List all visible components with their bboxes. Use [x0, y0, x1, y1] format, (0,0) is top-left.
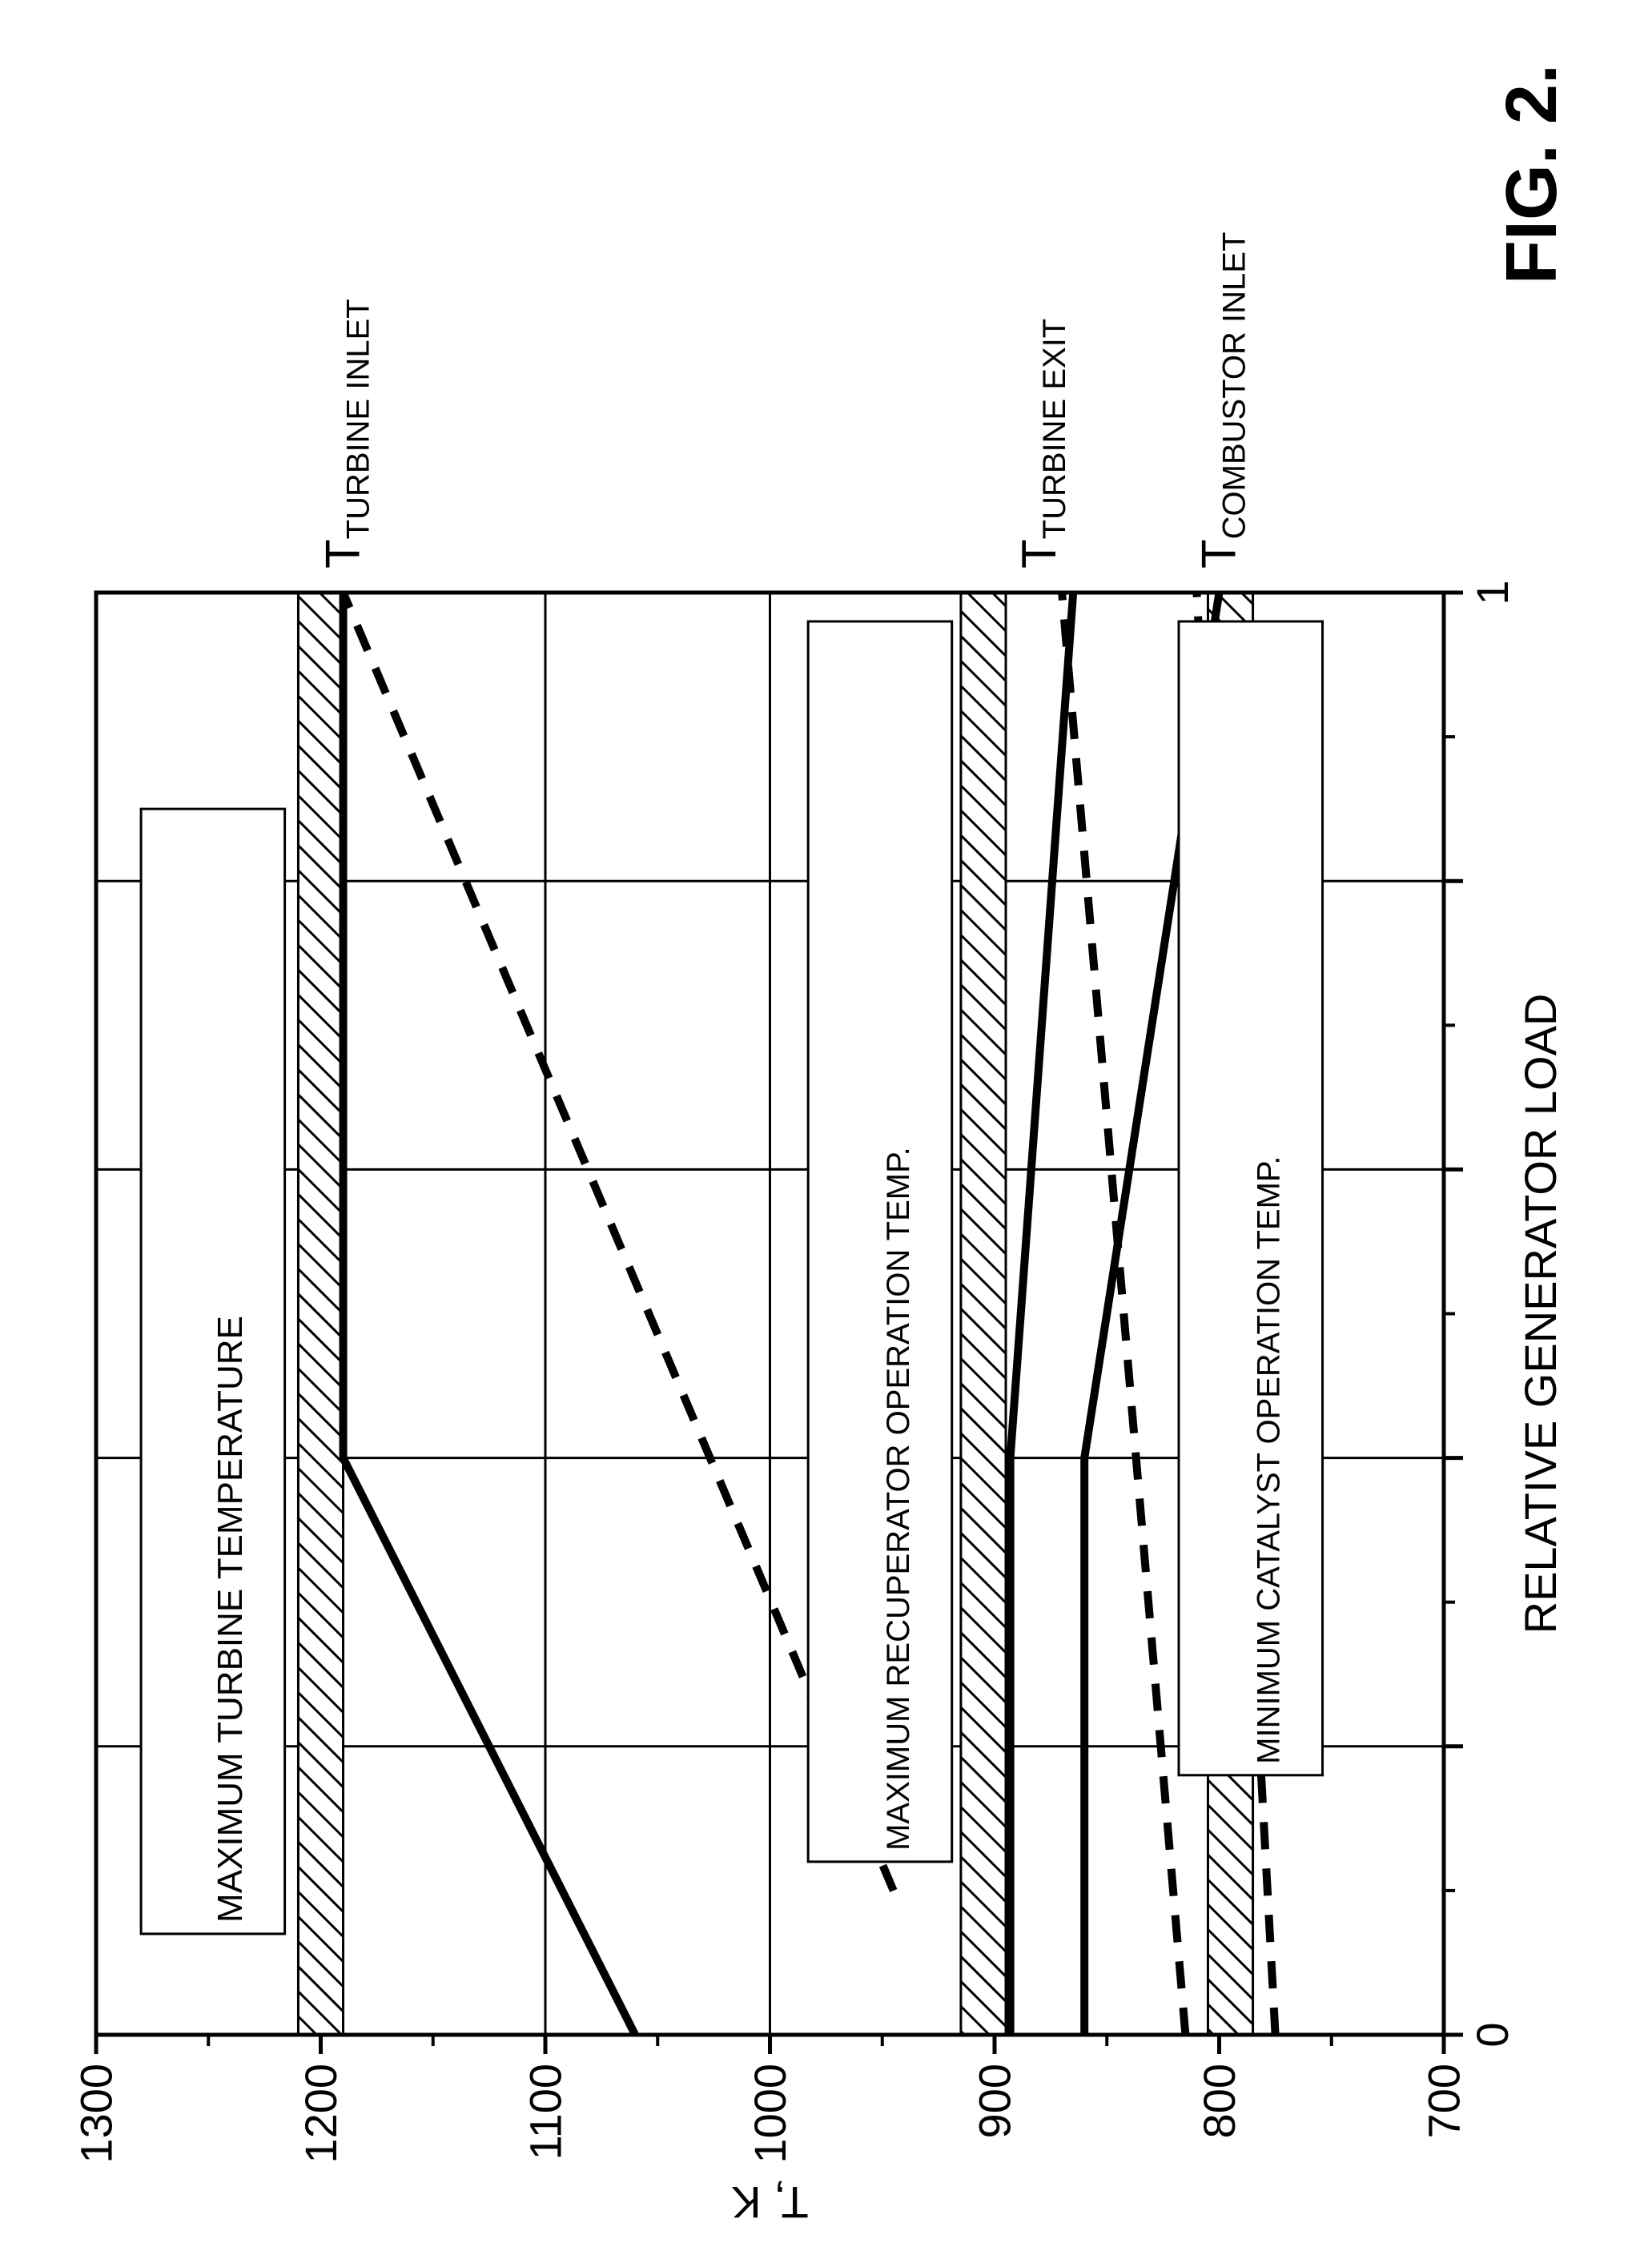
series-label: TTURBINE EXIT [1012, 319, 1072, 569]
hatched-band [298, 593, 343, 2035]
ytick-label: 1100 [521, 2064, 571, 2160]
xtick-label: 0 [1467, 2022, 1517, 2047]
xtick-label: 1 [1467, 580, 1517, 605]
figure-stage: MAXIMUM TURBINE TEMPERATURE MAXIMUM RECUP… [0, 0, 1652, 2243]
figure-caption: FIG. 2. [1492, 64, 1572, 284]
series-label: TCOMBUSTOR INLET [1192, 232, 1252, 569]
hatched-band [961, 593, 1006, 2035]
boxed-label-text: MAXIMUM RECUPERATOR OPERATION TEMP. [881, 1147, 916, 1851]
boxed-label-text: MAXIMUM TURBINE TEMPERATURE [211, 1316, 250, 1923]
ytick-label: 1200 [295, 2064, 346, 2164]
ytick-label: 1300 [71, 2064, 122, 2164]
chart-svg: MAXIMUM TURBINE TEMPERATURE MAXIMUM RECUP… [0, 0, 1652, 2243]
ytick-label: 700 [1419, 2064, 1469, 2138]
x-axis-label: RELATIVE GENERATOR LOAD [1515, 994, 1566, 1634]
ytick-label: 800 [1194, 2064, 1244, 2138]
series-label: TTURBINE INLET [316, 299, 376, 569]
boxed-label-text: MINIMUM CATALYST OPERATION TEMP. [1252, 1156, 1287, 1763]
ytick-label: 1000 [745, 2064, 795, 2164]
ytick-label: 900 [970, 2064, 1020, 2138]
y-axis-label: T, K [731, 2177, 808, 2228]
